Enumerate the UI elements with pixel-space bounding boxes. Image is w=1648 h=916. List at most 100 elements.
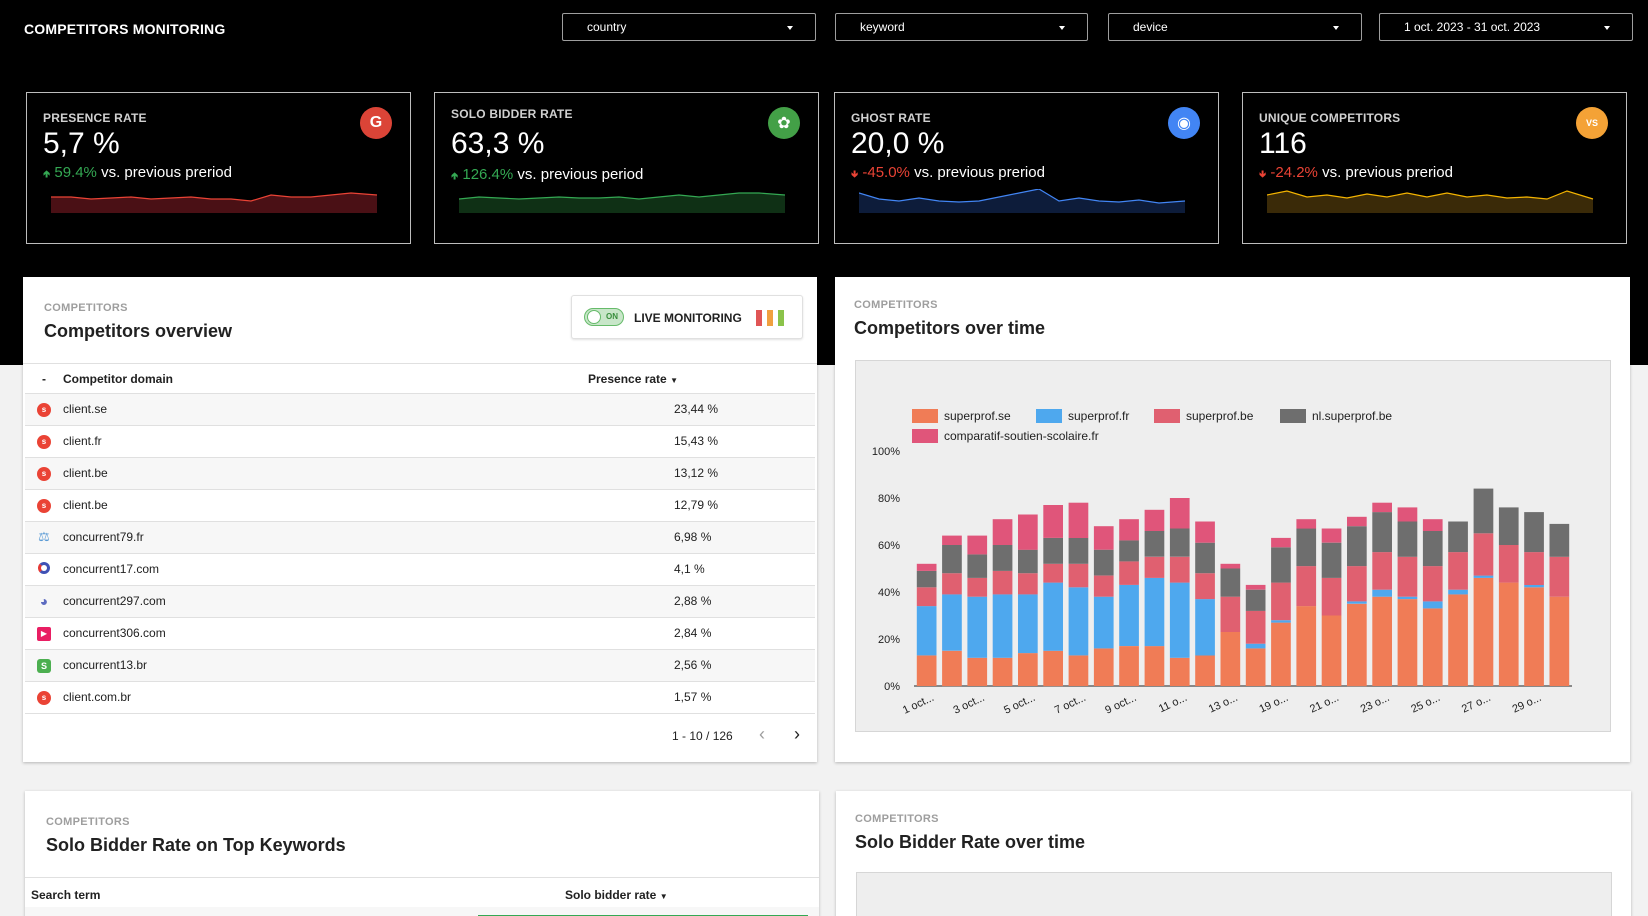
legend-item[interactable]: comparatif-soutien-scolaire.fr [912, 429, 1099, 443]
bar-segment[interactable] [942, 650, 962, 687]
device-filter[interactable]: device [1108, 13, 1362, 41]
bar-segment[interactable] [942, 594, 962, 651]
bar-segment[interactable] [1220, 596, 1241, 632]
bar-segment[interactable] [1119, 540, 1139, 562]
bar-segment[interactable] [1271, 582, 1291, 621]
bar-segment[interactable] [1347, 603, 1367, 687]
bar-segment[interactable] [1524, 587, 1544, 686]
legend-item[interactable]: superprof.be [1154, 409, 1253, 423]
live-toggle[interactable]: ON [584, 308, 624, 326]
bar-segment[interactable] [1068, 537, 1089, 564]
bar-segment[interactable] [1498, 507, 1519, 545]
bar-segment[interactable] [916, 563, 937, 571]
bar-segment[interactable] [992, 657, 1013, 686]
table-row[interactable]: ◕ concurrent297.com 2,88 % [25, 585, 815, 618]
table-row[interactable]: ▶ concurrent306.com 2,84 % [25, 617, 815, 650]
bar-segment[interactable] [1498, 545, 1519, 583]
bar-segment[interactable] [992, 570, 1013, 595]
bar-segment[interactable] [1422, 566, 1443, 602]
col-search-term-header[interactable]: Search term [31, 888, 101, 902]
bar-segment[interactable] [1397, 521, 1418, 557]
bar-segment[interactable] [1169, 582, 1190, 658]
bar-segment[interactable] [1018, 549, 1038, 574]
bar-segment[interactable] [1549, 523, 1570, 557]
col-domain-header[interactable]: Competitor domain [63, 365, 588, 394]
bar-segment[interactable] [1397, 599, 1418, 686]
bar-segment[interactable] [1372, 596, 1392, 686]
bar-segment[interactable] [1018, 573, 1038, 595]
bar-segment[interactable] [1068, 655, 1089, 686]
bar-segment[interactable] [1473, 533, 1494, 576]
bar-segment[interactable] [916, 570, 937, 588]
bar-segment[interactable] [1195, 655, 1215, 686]
bar-segment[interactable] [1422, 519, 1443, 531]
table-row[interactable]: s client.be 13,12 % [25, 457, 815, 490]
bar-segment[interactable] [1372, 589, 1392, 597]
bar-segment[interactable] [1195, 573, 1215, 600]
bar-segment[interactable] [1321, 615, 1342, 687]
bar-segment[interactable] [1422, 530, 1443, 567]
bar-segment[interactable] [942, 573, 962, 595]
bar-segment[interactable] [1397, 596, 1418, 600]
legend-item[interactable]: nl.superprof.be [1280, 409, 1392, 423]
bar-segment[interactable] [992, 519, 1013, 545]
bar-segment[interactable] [1169, 556, 1190, 583]
bar-segment[interactable] [1347, 516, 1367, 527]
bar-segment[interactable] [916, 606, 937, 656]
col-rate-header[interactable]: Presence rate ▼ [588, 365, 815, 394]
bar-segment[interactable] [1093, 549, 1114, 576]
bar-segment[interactable] [967, 577, 988, 597]
bar-segment[interactable] [967, 596, 988, 658]
bar-segment[interactable] [1119, 561, 1139, 585]
bar-segment[interactable] [1321, 528, 1342, 543]
bar-segment[interactable] [1347, 566, 1367, 602]
bar-segment[interactable] [1524, 552, 1544, 585]
bar-segment[interactable] [1296, 528, 1317, 567]
bar-segment[interactable] [1068, 502, 1089, 538]
bar-segment[interactable] [1372, 552, 1392, 590]
bar-segment[interactable] [1271, 622, 1291, 686]
bar-segment[interactable] [1195, 521, 1215, 543]
date-range-filter[interactable]: 1 oct. 2023 - 31 oct. 2023 [1379, 13, 1633, 41]
table-row[interactable]: ⚖ concurrent79.fr 6,98 % [25, 521, 815, 554]
bar-segment[interactable] [1093, 526, 1114, 550]
bar-segment[interactable] [1448, 589, 1468, 595]
bar-segment[interactable] [1321, 542, 1342, 578]
bar-segment[interactable] [1195, 542, 1215, 574]
bar-segment[interactable] [1220, 631, 1241, 686]
bar-segment[interactable] [1169, 498, 1190, 529]
bar-segment[interactable] [1321, 577, 1342, 616]
bar-segment[interactable] [916, 587, 937, 607]
bar-segment[interactable] [942, 545, 962, 574]
bar-segment[interactable] [1068, 587, 1089, 656]
bar-segment[interactable] [1397, 556, 1418, 597]
bar-segment[interactable] [1119, 584, 1139, 646]
bar-segment[interactable] [916, 655, 937, 686]
bar-segment[interactable] [1093, 596, 1114, 649]
bar-segment[interactable] [1018, 653, 1038, 686]
bar-segment[interactable] [1195, 599, 1215, 656]
bar-segment[interactable] [992, 545, 1013, 571]
bar-segment[interactable] [1397, 507, 1418, 522]
next-page-icon[interactable]: › [794, 724, 800, 744]
bar-segment[interactable] [1473, 577, 1494, 686]
bar-segment[interactable] [1043, 582, 1063, 651]
bar-segment[interactable] [1043, 505, 1063, 538]
bar-segment[interactable] [1245, 589, 1266, 611]
bar-segment[interactable] [1271, 547, 1291, 583]
table-row[interactable]: concurrent17.com 4,1 % [25, 553, 815, 586]
bar-segment[interactable] [1144, 646, 1165, 686]
col-solo-rate-header[interactable]: Solo bidder rate ▼ [565, 888, 668, 902]
bar-segment[interactable] [1245, 648, 1266, 686]
bar-segment[interactable] [1043, 563, 1063, 583]
keyword-filter[interactable]: keyword [835, 13, 1088, 41]
bar-segment[interactable] [1093, 648, 1114, 686]
table-row[interactable]: s client.be 12,79 % [25, 489, 815, 522]
bar-segment[interactable] [1245, 643, 1266, 649]
bar-segment[interactable] [1347, 526, 1367, 567]
bar-segment[interactable] [1018, 514, 1038, 550]
bar-segment[interactable] [1093, 575, 1114, 597]
bar-segment[interactable] [992, 594, 1013, 658]
bar-segment[interactable] [1271, 620, 1291, 623]
bar-segment[interactable] [1169, 528, 1190, 557]
